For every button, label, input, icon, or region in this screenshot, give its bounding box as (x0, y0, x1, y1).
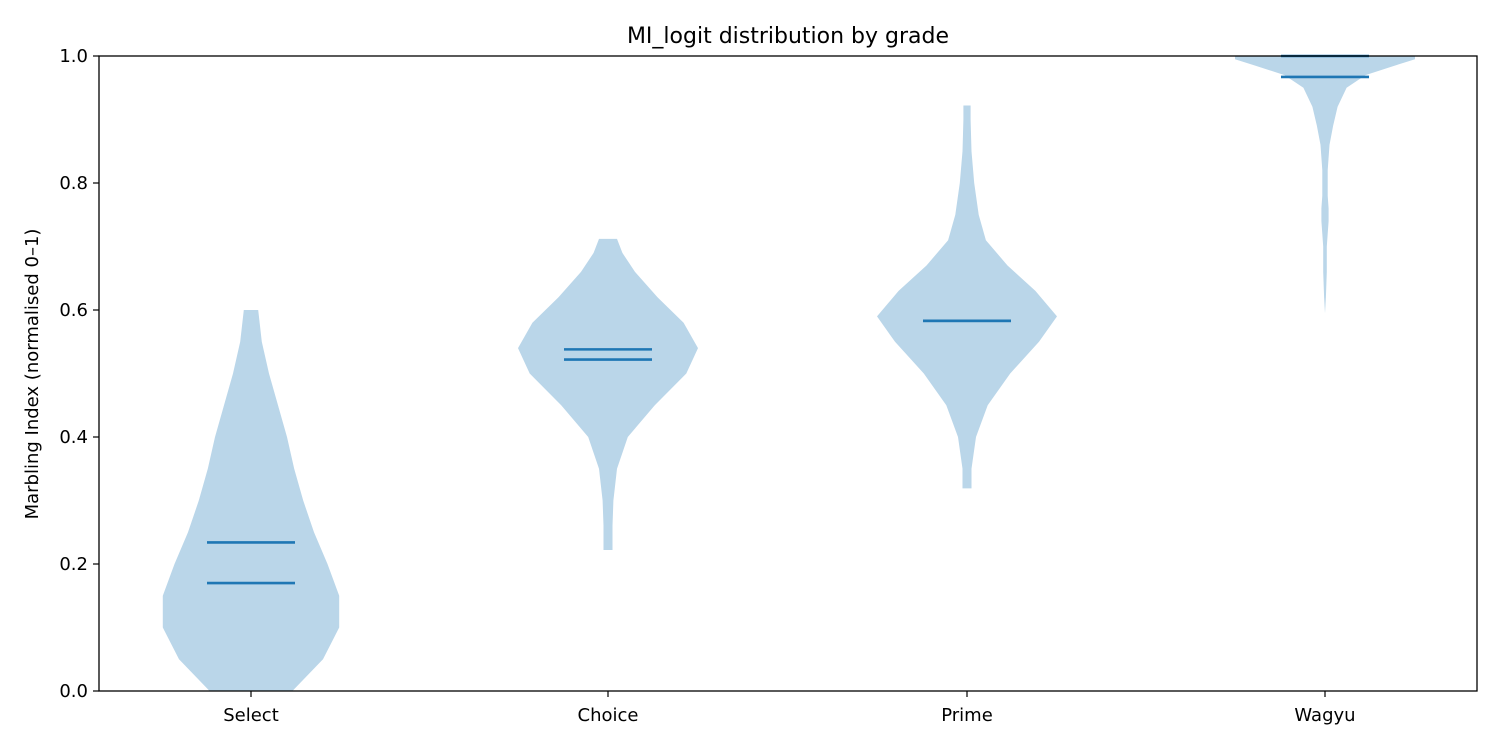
violin-body-choice (518, 238, 698, 550)
violin-body-wagyu (1235, 56, 1415, 314)
y-tick-label: 0.6 (59, 300, 88, 321)
violin-body-prime (877, 105, 1057, 489)
x-tick-label-choice: Choice (578, 705, 639, 726)
violins-layer (162, 56, 1415, 691)
y-tick-label: 0.2 (59, 554, 88, 575)
y-tick-label: 0.4 (59, 427, 88, 448)
y-tick-label: 0.8 (59, 173, 88, 194)
x-axis-ticks: Select Choice Prime Wagyu (223, 691, 1356, 726)
y-axis-label: Marbling Index (normalised 0–1) (22, 229, 43, 520)
y-tick-label: 0.0 (59, 681, 88, 702)
chart-title: MI_logit distribution by grade (627, 24, 949, 49)
y-tick-label: 1.0 (59, 46, 88, 67)
x-tick-label-wagyu: Wagyu (1294, 705, 1355, 726)
x-tick-label-select: Select (223, 705, 279, 726)
y-axis-ticks: 0.0 0.2 0.4 0.6 0.8 1.0 (59, 46, 99, 702)
x-tick-label-prime: Prime (941, 705, 993, 726)
plot-frame (98, 55, 1478, 692)
violin-body-select (162, 310, 340, 691)
